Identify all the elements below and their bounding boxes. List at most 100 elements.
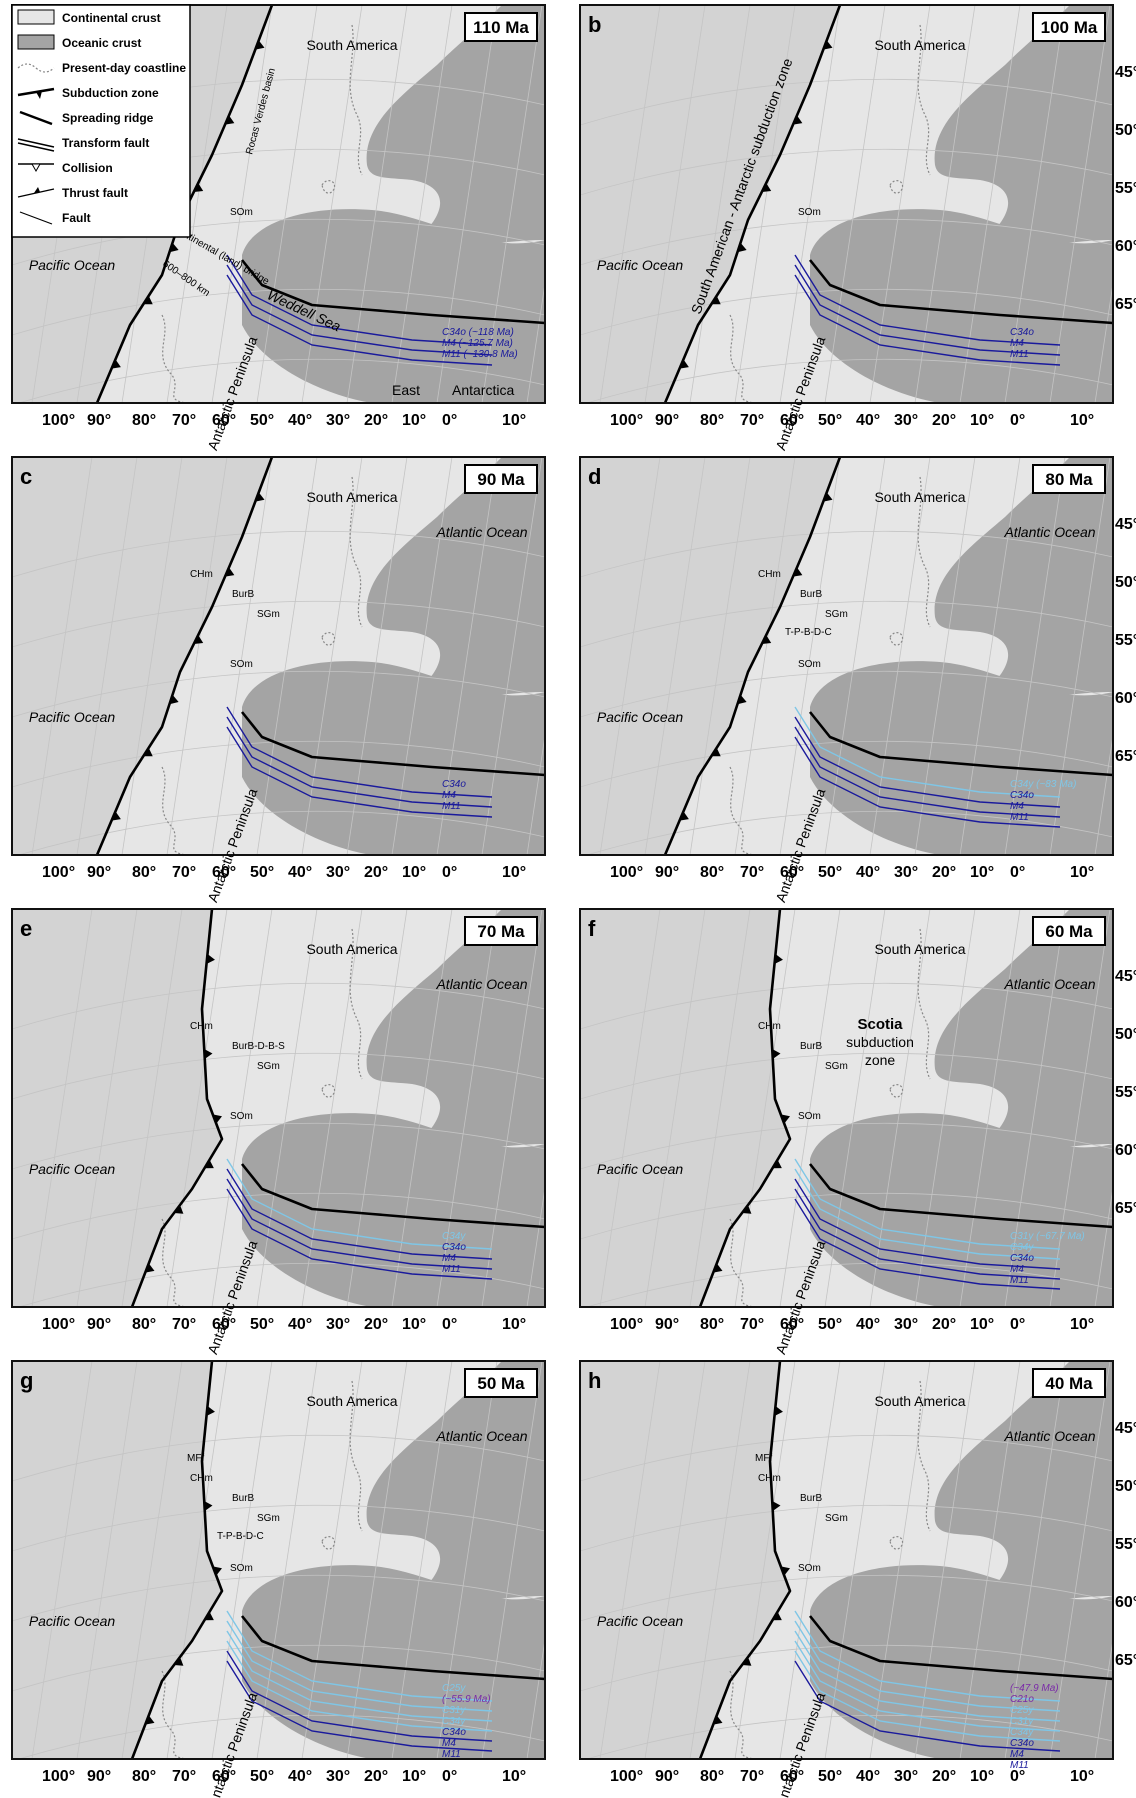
graticule-longitude <box>1049 457 1111 855</box>
longitude-label: 100° <box>42 864 75 881</box>
legend-item-fault: Fault <box>19 211 91 225</box>
chron-isochron <box>226 1630 493 1722</box>
label-burb: BurB <box>800 1041 823 1052</box>
subduction-tooth <box>225 567 235 577</box>
spreading-ridge <box>240 1615 545 1681</box>
chron-isochron <box>226 264 493 356</box>
graticule-longitude <box>779 457 841 855</box>
panel-letter: g <box>20 1368 33 1393</box>
atlantic-oceanic-crust <box>366 909 545 1150</box>
longitude-label: 10° <box>970 1316 994 1333</box>
chron-label: C34y <box>1010 1727 1034 1738</box>
chron-label: M11 <box>1010 349 1029 360</box>
subduction-tooth <box>206 1406 215 1416</box>
graticule-longitude <box>914 5 976 403</box>
label-east: East <box>392 382 420 398</box>
longitude-labels: 100° 90° 80° 70° 60° 50° 40° 30° 20° 10° 0° 10° <box>610 864 1094 881</box>
chron-isochron <box>226 1188 493 1280</box>
chron-label: C34o <box>1010 327 1034 338</box>
graticule-latitude <box>12 982 545 1030</box>
graticule-latitude <box>585 1262 1113 1307</box>
panel-frame <box>579 4 1114 404</box>
coastline-falklands <box>889 1536 904 1550</box>
chron-isochron <box>794 736 1061 828</box>
label-mff: MFf <box>755 1453 772 1464</box>
chron-label: M4 <box>442 790 456 801</box>
subduction-zone <box>698 909 792 1307</box>
graticule-longitude <box>526 1637 545 1759</box>
graticule-longitude <box>436 457 498 855</box>
chron-label: M4 <box>442 1253 456 1264</box>
legend-item-oceanic: Oceanic crust <box>17 34 141 50</box>
longitude-label: 90° <box>655 412 679 429</box>
label-pacific-ocean: Pacific Ocean <box>597 1613 684 1629</box>
age-box <box>1032 1368 1106 1398</box>
longitude-label: 20° <box>932 412 956 429</box>
longitude-label: 10° <box>402 1316 426 1333</box>
chron-isochron <box>794 726 1061 818</box>
legend-swatch <box>31 163 41 173</box>
graticule-latitude <box>12 1192 545 1240</box>
panel-letter: d <box>588 464 601 489</box>
chron-isochron <box>226 1168 493 1260</box>
chron-isochron <box>226 254 493 346</box>
label-burb: BurB <box>232 1493 255 1504</box>
graticule-longitude <box>166 909 228 1307</box>
latitude-label: 55° <box>1115 1084 1136 1101</box>
chron-label: C34y <box>1010 1242 1034 1253</box>
longitude-label: 90° <box>87 1316 111 1333</box>
longitude-label: 70° <box>172 412 196 429</box>
subduction-tooth <box>823 492 833 502</box>
panel-age: 110 Ma <box>473 18 529 37</box>
coastline-falklands <box>321 632 336 646</box>
chron-label: C31y <box>442 1705 466 1716</box>
chron-label: C34y <box>442 1716 466 1727</box>
longitude-label: 70° <box>172 864 196 881</box>
chron-isochron <box>226 716 493 808</box>
label-som: SOm <box>798 1563 821 1574</box>
longitude-labels: 100° 90° 80° 70° 60° 50° 40° 30° 20° 10° 0° 10° <box>610 1316 1094 1333</box>
label-antarctica: Antarctica <box>452 382 514 398</box>
chron-label: M4 <box>442 1738 456 1749</box>
chron-isochron <box>226 1620 493 1712</box>
chron-isochron <box>794 1198 1061 1290</box>
label-som: SOm <box>230 1111 253 1122</box>
coastline-south-america <box>917 1380 931 1532</box>
label-som: SOm <box>230 1563 253 1574</box>
subduction-tooth <box>737 242 747 253</box>
graticule-longitude <box>599 457 661 855</box>
weddell-oceanic-crust <box>810 661 1113 855</box>
subduction-tooth <box>174 1205 184 1214</box>
atlantic-oceanic-crust <box>366 1361 545 1602</box>
graticule-latitude <box>17 810 545 855</box>
graticule-latitude <box>12 740 545 788</box>
weddell-oceanic-crust <box>810 1565 1113 1759</box>
label-pacific-ocean: Pacific Ocean <box>597 709 684 725</box>
age-box <box>464 12 538 42</box>
graticule-longitude <box>301 5 363 403</box>
graticule-longitude <box>166 5 228 403</box>
coastline-falklands <box>321 180 336 194</box>
graticule-longitude <box>166 457 228 855</box>
label-som: SOm <box>230 207 253 218</box>
panel-frame <box>579 1360 1114 1760</box>
graticule-longitude <box>779 5 841 403</box>
chron-isochron <box>794 1610 1061 1702</box>
label-atlantic-ocean: Atlantic Ocean <box>1003 1428 1095 1444</box>
latitude-label: 60° <box>1115 1594 1136 1611</box>
longitude-label: 10° <box>1070 412 1094 429</box>
spreading-ridge <box>240 1163 545 1229</box>
latitude-label: 65° <box>1115 1200 1136 1217</box>
panel-age: 100 Ma <box>1041 18 1098 37</box>
label-chm: CHm <box>758 1021 781 1032</box>
longitude-label: 70° <box>740 1768 764 1785</box>
graticule-longitude <box>869 1361 931 1759</box>
chron-isochron <box>794 1178 1061 1270</box>
subduction-tooth <box>742 1657 752 1666</box>
subduction-tooth <box>255 40 265 50</box>
chron-label: M11 <box>442 1264 461 1275</box>
longitude-label: 10° <box>1070 864 1094 881</box>
graticule-longitude <box>391 457 453 855</box>
legend-item-coastline: Present-day coastline <box>17 61 186 75</box>
